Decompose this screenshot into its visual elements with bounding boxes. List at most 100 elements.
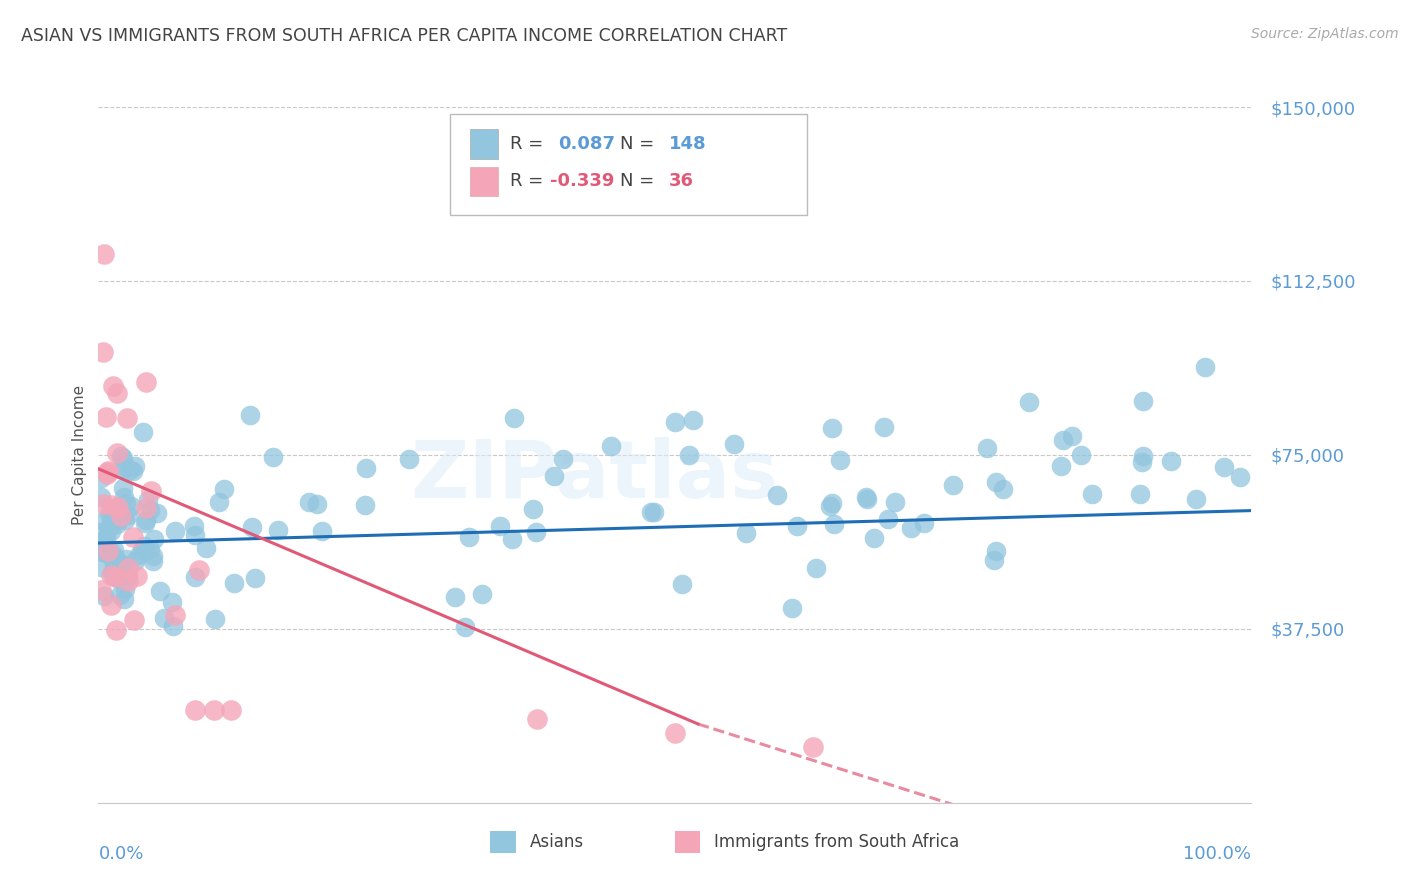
Point — [90, 545, 112, 559]
Point — [136, 493, 159, 508]
FancyBboxPatch shape — [491, 830, 516, 853]
Point — [90, 490, 112, 504]
Point — [643, 505, 665, 519]
Point — [104, 570, 127, 584]
Point — [311, 524, 333, 538]
Text: 148: 148 — [669, 135, 707, 153]
Point — [104, 555, 127, 569]
Point — [818, 500, 841, 514]
Point — [93, 589, 115, 603]
Point — [222, 576, 245, 591]
Y-axis label: Per Capita Income: Per Capita Income — [72, 384, 87, 525]
Point — [90, 525, 112, 540]
Text: 100.0%: 100.0% — [1184, 845, 1251, 863]
Point — [118, 463, 141, 477]
Point — [1081, 487, 1104, 501]
Point — [671, 576, 693, 591]
Point — [184, 703, 207, 717]
Point — [90, 471, 112, 485]
Point — [135, 500, 157, 515]
Point — [765, 488, 787, 502]
Point — [100, 568, 122, 582]
Point — [105, 386, 128, 401]
Point — [100, 524, 122, 538]
Point — [135, 375, 157, 389]
Point — [664, 726, 686, 740]
Point — [208, 495, 231, 509]
Point — [121, 464, 143, 478]
Point — [900, 520, 922, 534]
Point — [148, 583, 170, 598]
Point — [354, 499, 377, 513]
Point — [91, 497, 114, 511]
Point — [101, 379, 124, 393]
Point — [97, 465, 120, 479]
Point — [97, 547, 120, 561]
Point — [103, 558, 125, 572]
Text: N =: N = — [620, 135, 654, 153]
Point — [107, 500, 129, 514]
Point — [267, 523, 290, 537]
Text: 0.0%: 0.0% — [98, 845, 143, 863]
Point — [599, 439, 621, 453]
Point — [202, 703, 225, 717]
Point — [90, 541, 112, 556]
Text: ASIAN VS IMMIGRANTS FROM SOUTH AFRICA PER CAPITA INCOME CORRELATION CHART: ASIAN VS IMMIGRANTS FROM SOUTH AFRICA PE… — [21, 27, 787, 45]
Point — [90, 560, 112, 574]
Point — [93, 247, 115, 261]
Point — [114, 513, 136, 527]
Point — [553, 451, 575, 466]
Point — [1062, 429, 1084, 443]
Point — [115, 411, 138, 425]
Point — [806, 561, 828, 575]
Point — [105, 571, 128, 585]
Point — [117, 560, 139, 574]
Point — [115, 496, 138, 510]
Point — [96, 410, 118, 425]
Point — [117, 508, 139, 522]
Point — [1184, 492, 1206, 507]
Point — [522, 502, 544, 516]
FancyBboxPatch shape — [675, 830, 700, 853]
Point — [100, 516, 122, 530]
Point — [524, 524, 547, 539]
Point — [398, 451, 420, 466]
Point — [305, 497, 328, 511]
Point — [117, 574, 139, 588]
Point — [91, 534, 114, 549]
Point — [112, 482, 135, 496]
Point — [134, 539, 156, 553]
Point — [124, 613, 146, 627]
FancyBboxPatch shape — [470, 167, 499, 196]
Point — [242, 520, 264, 534]
Point — [128, 548, 150, 562]
Point — [134, 516, 156, 531]
Point — [678, 449, 700, 463]
Text: Asians: Asians — [530, 833, 583, 851]
Point — [93, 345, 115, 359]
Point — [471, 587, 494, 601]
Point — [124, 458, 146, 473]
Point — [112, 592, 135, 607]
Point — [93, 514, 115, 528]
Point — [828, 453, 851, 467]
Point — [664, 415, 686, 429]
Point — [103, 543, 125, 558]
Point — [117, 569, 139, 583]
Point — [93, 534, 115, 549]
FancyBboxPatch shape — [470, 129, 499, 159]
Point — [458, 530, 481, 544]
Point — [111, 461, 134, 475]
Point — [142, 554, 165, 568]
Point — [976, 441, 998, 455]
Text: Source: ZipAtlas.com: Source: ZipAtlas.com — [1251, 27, 1399, 41]
Text: -0.339: -0.339 — [550, 172, 614, 191]
Point — [101, 569, 124, 583]
Point — [111, 450, 134, 465]
Text: Immigrants from South Africa: Immigrants from South Africa — [714, 833, 959, 851]
Point — [111, 558, 134, 572]
Point — [856, 492, 879, 507]
Point — [983, 553, 1005, 567]
Point — [184, 570, 207, 584]
Point — [786, 519, 808, 533]
